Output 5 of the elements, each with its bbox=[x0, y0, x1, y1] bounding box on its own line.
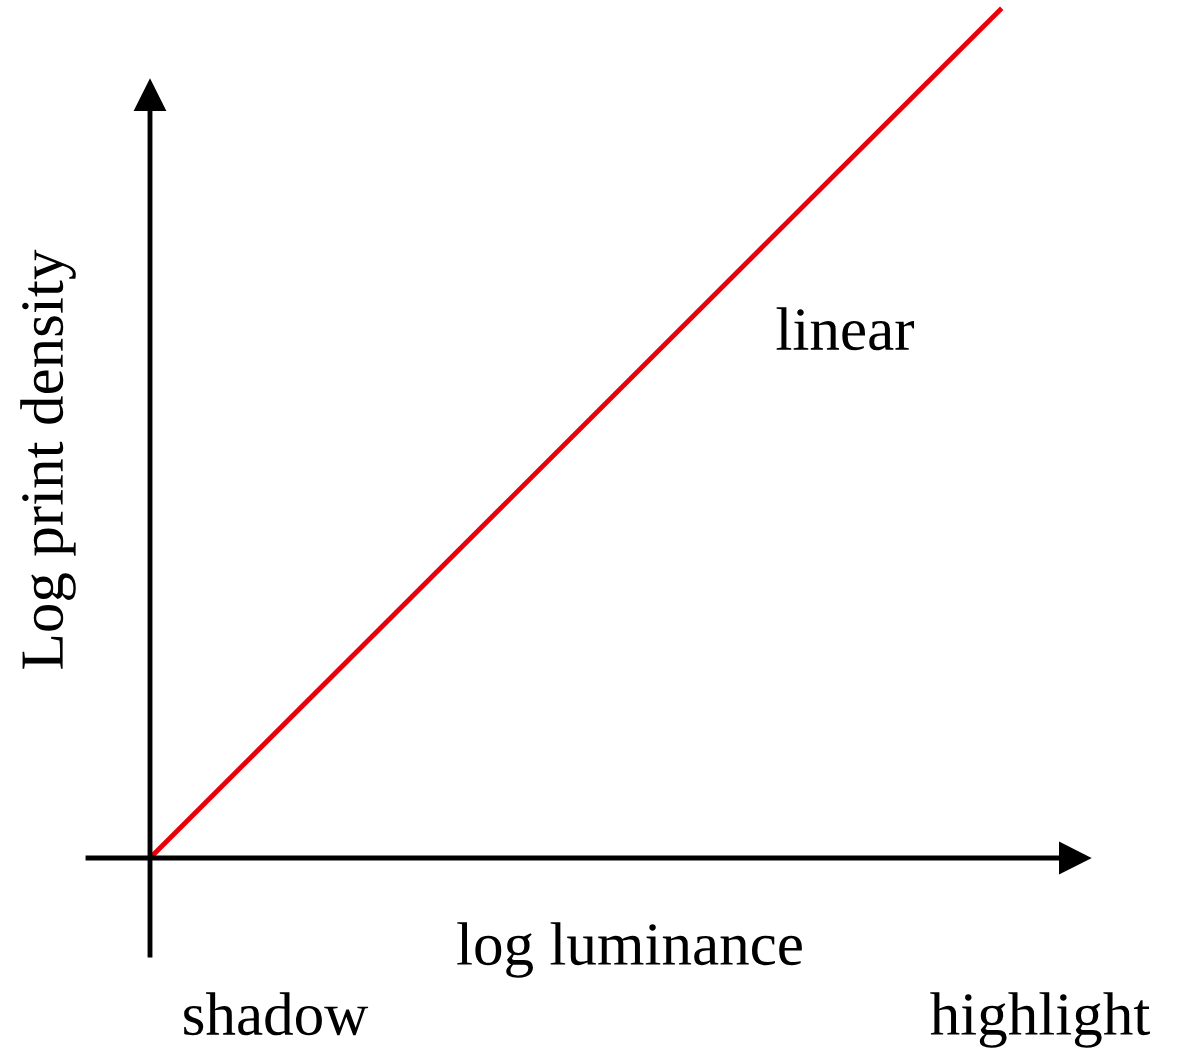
text: shadow bbox=[184, 992, 369, 1036]
y-axis-title: Log print density bbox=[20, 249, 76, 669]
series-label: linear bbox=[776, 307, 915, 351]
text: highlight bbox=[930, 992, 1150, 1048]
x-axis-title: log luminance bbox=[457, 922, 802, 978]
